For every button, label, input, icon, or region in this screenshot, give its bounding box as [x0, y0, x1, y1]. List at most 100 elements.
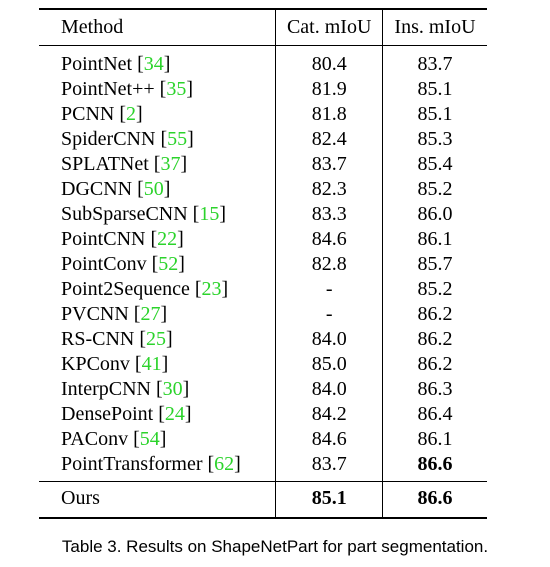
table-row: PointCNN [22] 84.6 86.1	[39, 226, 487, 252]
cat-miou-cell: -	[275, 276, 383, 302]
method-cell: PointNet [34]	[61, 52, 171, 75]
citation-link[interactable]: 23	[201, 277, 222, 300]
header-row: Method Cat. mIoU Ins. mIoU	[39, 8, 487, 46]
ins-miou-cell: 83.7	[381, 45, 487, 77]
cat-miou-cell: 84.0	[275, 376, 383, 402]
table-row: SubSparseCNN [15] 83.3 86.0	[39, 201, 487, 227]
citation-link[interactable]: 62	[214, 452, 235, 475]
ins-miou-cell: 86.0	[381, 201, 487, 227]
method-cell: PointTransformer [62]	[39, 451, 276, 482]
method-name: PVCNN	[61, 302, 129, 325]
ins-miou-cell: 86.4	[381, 401, 487, 427]
table-row: PVCNN [27] -86.2	[39, 301, 487, 327]
ins-miou-cell: 86.1	[381, 226, 487, 252]
citation-link[interactable]: 2	[126, 102, 137, 125]
table-row: PCNN [2] 81.8 85.1	[39, 101, 487, 127]
cat-miou-cell: 82.3	[275, 176, 383, 202]
cat-miou-cell: 84.6	[275, 226, 383, 252]
citation-link[interactable]: 52	[158, 252, 179, 275]
citation-link[interactable]: 55	[167, 127, 188, 150]
cat-miou-cell: -	[275, 301, 383, 327]
ins-miou-cell: 85.7	[381, 251, 487, 277]
ours-ins-miou-cell: 86.6	[381, 481, 487, 519]
citation-link[interactable]: 27	[140, 302, 161, 325]
method-cell: SPLATNet [37]	[61, 152, 188, 175]
citation-link[interactable]: 25	[146, 327, 167, 350]
citation-link[interactable]: 50	[143, 177, 164, 200]
method-name: KPConv	[61, 352, 130, 375]
method-cell: PVCNN [27]	[61, 302, 168, 325]
method-name: SPLATNet	[61, 152, 149, 175]
method-name: InterpCNN	[61, 377, 151, 400]
citation-link[interactable]: 34	[143, 52, 164, 75]
method-name: RS-CNN	[61, 327, 135, 350]
table-row: PointTransformer [62] 83.7 86.6	[39, 451, 487, 482]
citation-link[interactable]: 37	[160, 152, 181, 175]
ins-miou-cell: 85.2	[381, 176, 487, 202]
table-row: KPConv [41] 85.0 86.2	[39, 351, 487, 377]
ours-method-cell: Ours	[39, 481, 276, 519]
method-name: PCNN	[61, 102, 115, 125]
table-caption: Table 3. Results on ShapeNetPart for par…	[61, 537, 489, 556]
ins-miou-cell: 85.3	[381, 126, 487, 152]
ins-miou-cell: 86.3	[381, 376, 487, 402]
method-cell: PointCNN [22]	[61, 227, 184, 250]
cat-miou-cell: 84.6	[275, 426, 383, 452]
table-body: PointNet [34] 80.4 83.7 PointNet++ [35] 81.9…	[39, 45, 487, 519]
cat-miou-cell: 83.7	[275, 451, 383, 482]
ins-miou-cell: 86.1	[381, 426, 487, 452]
cat-miou-cell: 85.0	[275, 351, 383, 377]
table-row: DensePoint [24] 84.2 86.4	[39, 401, 487, 427]
table-row: SPLATNet [37] 83.7 85.4	[39, 151, 487, 177]
method-name: PointCNN	[61, 227, 146, 250]
cat-miou-cell: 84.2	[275, 401, 383, 427]
method-cell: DensePoint [24]	[61, 402, 192, 425]
ins-miou-cell: 85.1	[381, 101, 487, 127]
cat-miou-cell: 83.7	[275, 151, 383, 177]
method-name: SubSparseCNN	[61, 202, 188, 225]
method-name: DGCNN	[61, 177, 133, 200]
citation-link[interactable]: 41	[141, 352, 162, 375]
method-name: PointTransformer	[61, 452, 203, 475]
method-cell: PointNet++ [35]	[61, 77, 194, 100]
method-name: SpiderCNN	[61, 127, 156, 150]
ins-miou-cell: 86.2	[381, 326, 487, 352]
results-table-container: Method Cat. mIoU Ins. mIoU PointNet [34]…	[39, 8, 487, 519]
table-row: DGCNN [50] 82.3 85.2	[39, 176, 487, 202]
table-row: RS-CNN [25] 84.0 86.2	[39, 326, 487, 352]
method-cell: SpiderCNN [55]	[61, 127, 194, 150]
ins-miou-cell: 85.2	[381, 276, 487, 302]
header-ins-miou: Ins. mIoU	[381, 8, 487, 46]
method-cell: PointConv [52]	[61, 252, 185, 275]
citation-link[interactable]: 35	[166, 77, 187, 100]
method-cell: SubSparseCNN [15]	[61, 202, 227, 225]
citation-link[interactable]: 15	[199, 202, 220, 225]
citation-link[interactable]: 54	[139, 427, 160, 450]
method-cell: InterpCNN [30]	[61, 377, 190, 400]
method-name: PointNet++	[61, 77, 155, 100]
results-table: Method Cat. mIoU Ins. mIoU PointNet [34]…	[39, 8, 487, 519]
method-cell: DGCNN [50]	[61, 177, 171, 200]
header-method: Method	[39, 8, 276, 46]
table-row: PointConv [52] 82.8 85.7	[39, 251, 487, 277]
cat-miou-cell: 84.0	[275, 326, 383, 352]
table-row: InterpCNN [30] 84.0 86.3	[39, 376, 487, 402]
ins-miou-cell: 86.2	[381, 351, 487, 377]
ins-miou-cell: 85.1	[381, 76, 487, 102]
method-cell: RS-CNN [25]	[61, 327, 173, 350]
table-row: Point2Sequence [23] -85.2	[39, 276, 487, 302]
citation-link[interactable]: 22	[157, 227, 178, 250]
cat-miou-cell: 81.8	[275, 101, 383, 127]
table-row: PointNet [34] 80.4 83.7	[39, 45, 487, 77]
citation-link[interactable]: 30	[162, 377, 183, 400]
citation-link[interactable]: 24	[164, 402, 185, 425]
cat-miou-cell: 82.8	[275, 251, 383, 277]
method-cell: KPConv [41]	[61, 352, 169, 375]
method-name: Point2Sequence	[61, 277, 190, 300]
table-row: SpiderCNN [55] 82.4 85.3	[39, 126, 487, 152]
method-name: PAConv	[61, 427, 129, 450]
ours-row: Ours 85.1 86.6	[39, 481, 487, 519]
ins-miou-cell: 85.4	[381, 151, 487, 177]
method-cell: PAConv [54]	[61, 427, 167, 450]
ours-cat-miou-cell: 85.1	[275, 481, 383, 519]
